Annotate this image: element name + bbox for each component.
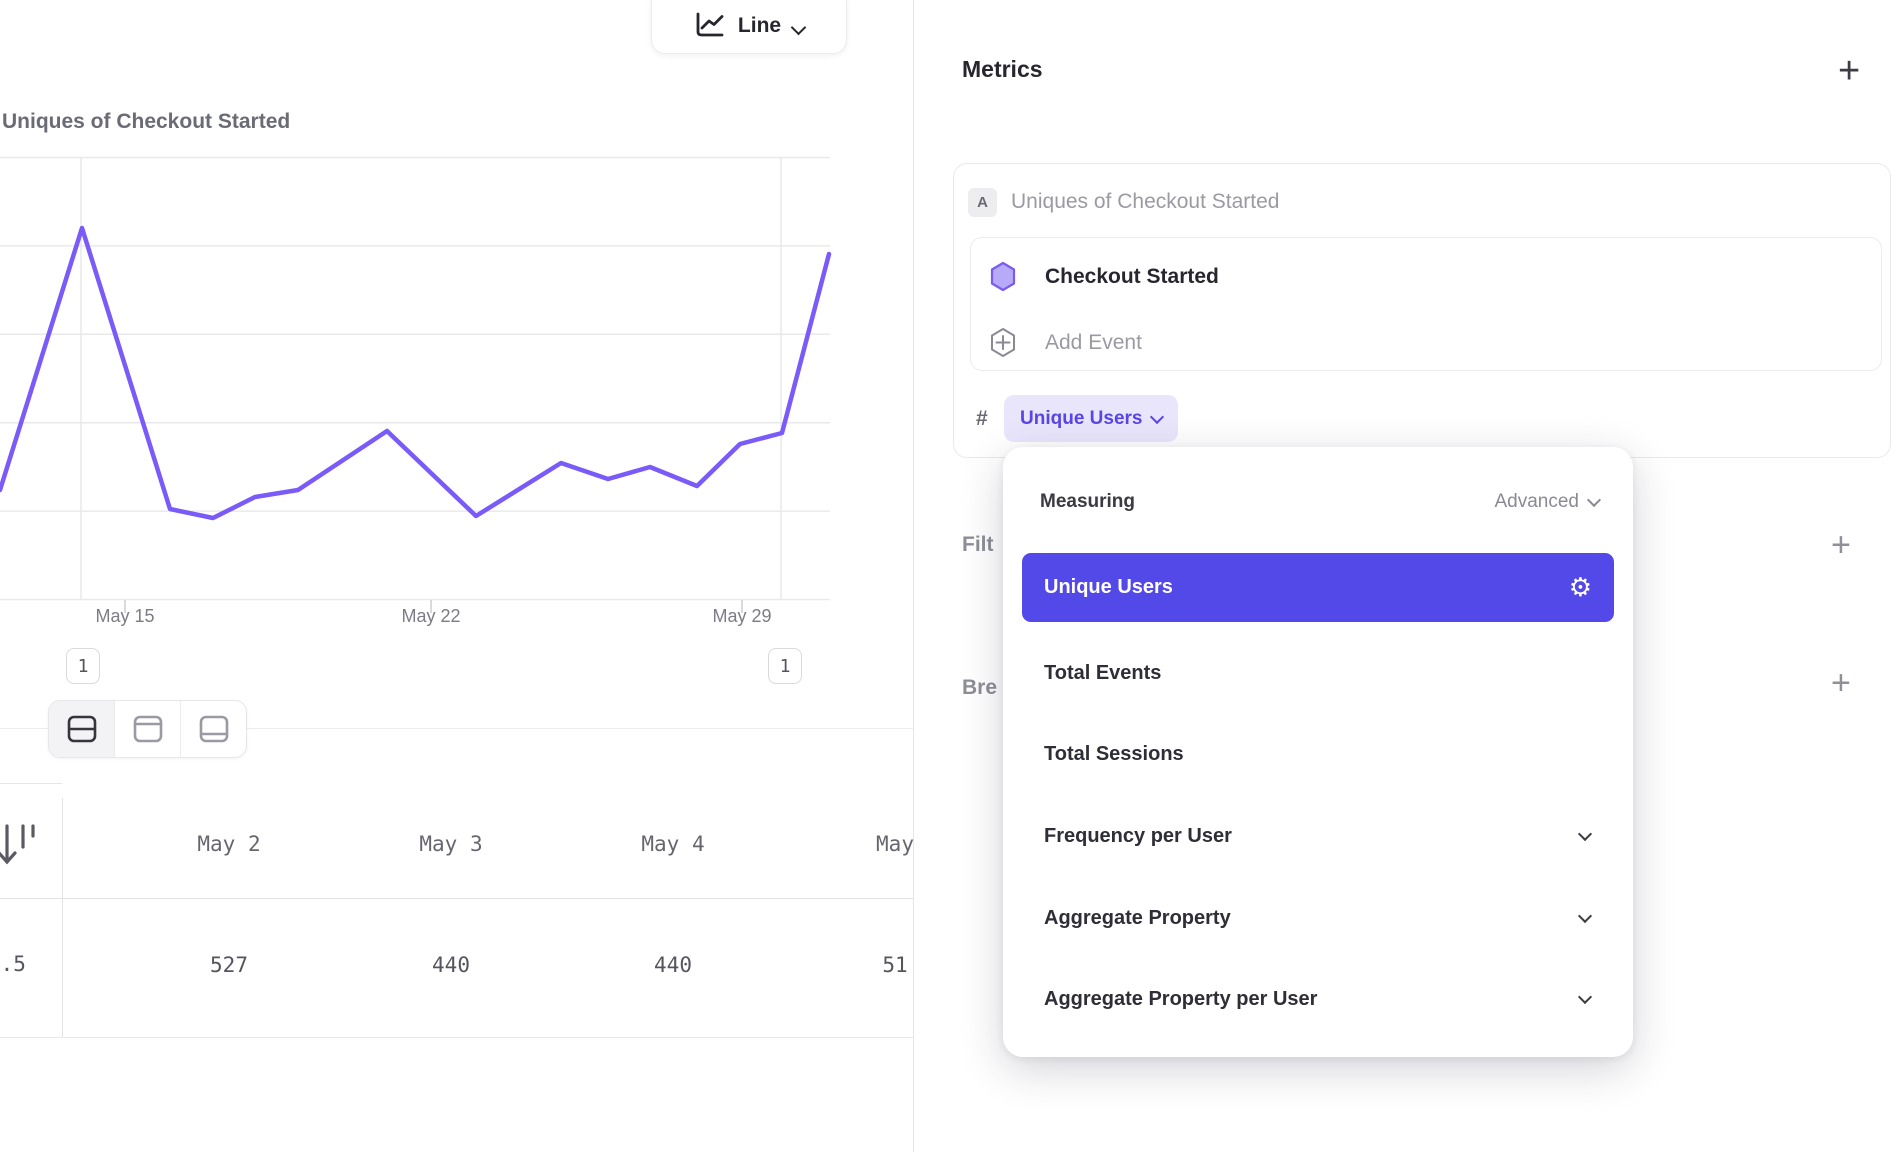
table-value-cell: 51 — [882, 953, 908, 977]
layout-table-only-button[interactable] — [181, 701, 246, 757]
table-row: 527 440 440 51 — [0, 899, 913, 1038]
chart-title: Uniques of Checkout Started — [2, 110, 291, 133]
x-axis-tick-label: May 15 — [95, 606, 155, 626]
chevron-down-icon — [1577, 908, 1593, 924]
sort-descending-icon[interactable] — [0, 820, 38, 874]
layout-toggle-group — [48, 700, 247, 758]
measuring-option-label: Total Sessions — [1044, 742, 1184, 765]
x-axis-tick-label: May 22 — [401, 606, 461, 626]
measuring-option-label: Total Events — [1044, 661, 1162, 684]
panel-divider — [913, 0, 914, 1152]
event-row[interactable]: Checkout Started — [989, 261, 1219, 292]
measuring-option[interactable]: Total Sessions — [1022, 718, 1614, 790]
measuring-option[interactable]: Aggregate Property — [1022, 882, 1614, 954]
table-value-cell: 440 — [432, 953, 470, 977]
table-value-cell: 440 — [654, 953, 692, 977]
measurement-dropdown-button[interactable]: Unique Users — [1004, 395, 1179, 442]
event-name: Checkout Started — [1045, 264, 1219, 288]
add-event-hexagon-plus-icon — [989, 327, 1017, 358]
line-chart-icon — [694, 11, 726, 39]
layout-split-view-button[interactable] — [49, 701, 115, 757]
chart-table-divider — [0, 728, 913, 729]
table-header-cell[interactable]: May — [876, 832, 914, 856]
event-hexagon-icon — [989, 261, 1017, 292]
metric-name: Uniques of Checkout Started — [1011, 190, 1280, 213]
breakdowns-section-title: Bre — [962, 676, 998, 699]
event-card: Checkout Started Add Event — [970, 237, 1882, 371]
layout-chart-only-button[interactable] — [115, 701, 181, 757]
chevron-down-icon — [1577, 826, 1593, 842]
measuring-option-label: Aggregate Property — [1044, 906, 1231, 929]
measuring-option[interactable]: Aggregate Property per User — [1022, 963, 1614, 1035]
table-row-label: 0.5 — [0, 952, 26, 976]
chart-only-icon — [132, 714, 164, 744]
add-filter-button[interactable]: + — [1831, 526, 1851, 564]
table-only-icon — [198, 714, 230, 744]
table-header-cell[interactable]: May 3 — [419, 832, 483, 856]
split-view-icon — [66, 714, 98, 744]
table-header-cell[interactable]: May 2 — [197, 832, 261, 856]
table-header-cell[interactable]: May 4 — [641, 832, 705, 856]
gear-icon[interactable]: ⚙ — [1568, 572, 1592, 603]
add-event-row[interactable]: Add Event — [989, 327, 1142, 358]
x-axis-tick-label: May 29 — [712, 606, 772, 626]
chart-type-label: Line — [737, 14, 782, 37]
chevron-down-icon — [1586, 492, 1602, 508]
table-header-row: May 2 May 3 May 4 May — [0, 798, 914, 899]
measuring-dropdown-panel: Measuring Advanced Unique Users ⚙ Total … — [1003, 447, 1633, 1057]
count-symbol: # — [976, 407, 988, 430]
measuring-mode-value: Advanced — [1494, 491, 1579, 512]
table-corner-border — [0, 783, 62, 784]
measuring-header: Measuring — [1040, 491, 1136, 512]
add-metric-button[interactable]: + — [1838, 50, 1861, 92]
measuring-option[interactable]: Frequency per User — [1022, 800, 1614, 872]
chevron-down-icon — [790, 19, 807, 36]
measuring-mode-select[interactable]: Advanced — [1494, 491, 1602, 513]
metrics-section-title: Metrics — [962, 56, 1043, 82]
add-event-label: Add Event — [1045, 330, 1142, 354]
chevron-down-icon — [1150, 409, 1165, 425]
chart-type-dropdown-button[interactable]: Line — [651, 0, 847, 54]
measuring-option-selected[interactable]: Unique Users ⚙ — [1022, 553, 1614, 622]
measuring-option[interactable]: Total Events — [1022, 637, 1614, 709]
annotation-badge[interactable]: 1 — [66, 648, 100, 684]
measurement-value: Unique Users — [1020, 407, 1143, 429]
measuring-option-label: Aggregate Property per User — [1044, 987, 1318, 1010]
add-breakdown-button[interactable]: + — [1831, 664, 1851, 702]
metric-letter-badge: A — [968, 188, 997, 217]
measuring-option-label: Unique Users — [1044, 576, 1173, 598]
measuring-option-label: Frequency per User — [1044, 824, 1232, 847]
line-chart — [0, 156, 832, 613]
filters-section-title: Filt — [962, 533, 994, 556]
chevron-down-icon — [1577, 989, 1593, 1005]
annotation-badge[interactable]: 1 — [768, 648, 802, 684]
table-value-cell: 527 — [210, 953, 248, 977]
table-column-border — [62, 798, 63, 1037]
